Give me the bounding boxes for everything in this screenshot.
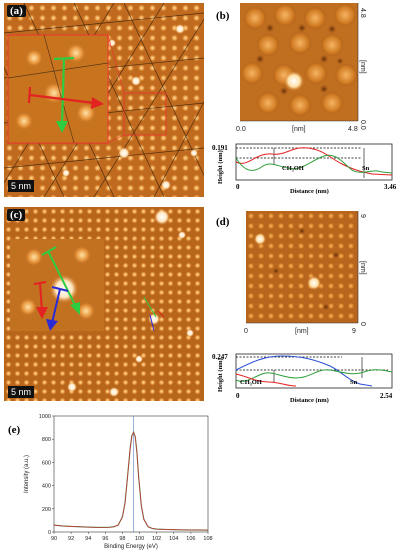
d-profile-xstart: 0	[236, 392, 240, 400]
xps-chart: 0 200 400 600 800 1000 90 92 94 96 98 100 102 104 106…	[24, 414, 213, 550]
xps-y-tick-label: 600	[42, 460, 51, 466]
panel-label-c: (c)	[7, 209, 26, 221]
d-profile-xend: 2.54	[380, 392, 393, 400]
xps-x-tick-label: 100	[135, 536, 144, 542]
b-profile-xlabel: Distance (nm)	[290, 188, 329, 195]
xps-x-tick-label: 96	[102, 536, 108, 542]
scale-bar-c: 5 nm	[8, 386, 35, 398]
d-x-unit: [nm]	[295, 328, 309, 335]
scale-bar-a: 5 nm	[8, 180, 35, 192]
b-y-start: 0.0	[359, 120, 366, 130]
b-profile-xstart: 0	[236, 183, 240, 191]
xps-y-tick-label: 800	[42, 437, 51, 443]
b-marker-ch3oh: CH₃OH	[282, 165, 304, 172]
b-y-end: 4.8	[359, 8, 366, 18]
d-marker-ch3oh: CH₃OH	[240, 379, 262, 386]
panel-label-d: (d)	[216, 216, 230, 228]
stm-image-a	[4, 3, 204, 197]
stm-image-d	[246, 211, 358, 323]
xps-x-tick-label: 102	[152, 536, 161, 542]
stm-axes-d: 0 [nm] 9 0 [nm] 9	[244, 211, 366, 335]
xps-x-tick-label: 108	[203, 536, 212, 542]
b-profile-ylabel: Height (nm)	[217, 150, 224, 184]
d-y-unit: [nm]	[359, 261, 366, 275]
b-y-unit: [nm]	[359, 60, 366, 74]
xps-x-tick-label: 98	[119, 536, 125, 542]
stm-image-b	[240, 3, 358, 121]
xps-x-axis-label: Binding Energy (eV)	[104, 544, 158, 550]
xps-y-tick-label: 400	[42, 484, 51, 490]
height-profile-d: 0.247 Height (nm) 0 Distance (nm) 2.54 C…	[212, 353, 393, 404]
xps-plot-area	[53, 415, 209, 533]
stm-axes-b: 0.0 [nm] 4.8 0.0 [nm] 4.8	[236, 3, 366, 133]
d-profile-xlabel: Distance (nm)	[290, 397, 329, 404]
b-x-start: 0.0	[236, 126, 246, 133]
xps-x-tick-label: 104	[169, 536, 178, 542]
xps-y-tick-label: 0	[48, 530, 51, 536]
d-x-end: 9	[352, 328, 356, 335]
xps-y-tick-label: 1000	[39, 414, 51, 420]
xps-x-tick-label: 94	[85, 536, 91, 542]
d-profile-ymax: 0.247	[212, 353, 228, 361]
xps-y-tick-label: 200	[42, 507, 51, 513]
d-y-start: 0	[359, 322, 366, 326]
b-profile-ymax: 0.191	[212, 144, 228, 152]
stm-image-c	[4, 207, 204, 401]
panel-label-b: (b)	[216, 10, 230, 22]
panel-label-e: (e)	[8, 424, 21, 436]
xps-x-tick-label: 106	[186, 536, 195, 542]
d-y-end: 9	[359, 214, 366, 218]
d-x-start: 0	[244, 328, 248, 335]
xps-x-tick-label: 92	[68, 536, 74, 542]
b-x-end: 4.8	[348, 126, 358, 133]
d-profile-ylabel: Height (nm)	[217, 358, 224, 392]
height-profile-b: 0.191 Height (nm) 0 Distance (nm) 3.46 C…	[212, 143, 397, 195]
b-x-unit: [nm]	[292, 126, 306, 133]
xps-x-tick-label: 90	[51, 536, 57, 542]
panel-label-a: (a)	[7, 5, 26, 17]
xps-spectrum-line	[53, 431, 209, 531]
b-profile-xend: 3.46	[384, 183, 397, 191]
d-marker-sn: Sn	[350, 379, 358, 386]
xps-y-axis-label: Intensity (a.u.)	[24, 455, 30, 493]
b-marker-sn: Sn	[362, 165, 370, 172]
